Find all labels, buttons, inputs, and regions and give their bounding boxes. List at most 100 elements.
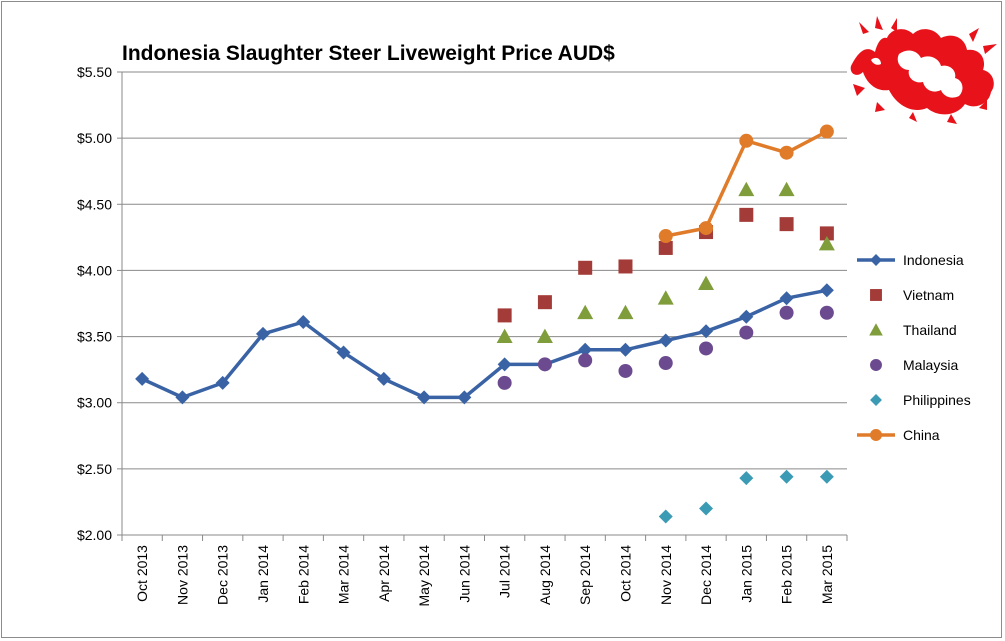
series-china [658,124,834,244]
legend-marker-indonesia [870,254,882,266]
legend-marker-philippines [870,394,882,406]
data-point-philippines [699,501,714,516]
data-point-vietnam [739,207,754,222]
x-tick-label: Sep 2014 [577,545,593,605]
data-point-vietnam [497,308,512,323]
y-tick-label: $5.00 [77,130,112,146]
data-point-thailand [818,235,835,251]
legend: Indonesia Vietnam Thailand Malaysia Philippi… [857,252,971,443]
plot-area [135,124,835,524]
data-point-philippines [739,471,754,486]
data-point-indonesia [296,315,311,330]
data-point-malaysia [537,357,552,372]
legend-marker-vietnam [870,289,882,301]
y-tick-label: $4.50 [77,196,112,212]
legend-label-vietnam: Vietnam [903,287,954,303]
data-point-indonesia [699,324,714,339]
data-point-indonesia [497,357,512,372]
x-tick-label: Nov 2013 [174,545,190,605]
data-point-thailand [617,304,634,320]
series-thailand [496,181,835,343]
x-tick-label: Dec 2013 [215,545,231,605]
x-tick-label: Apr 2014 [376,545,392,602]
x-axis-ticks: Oct 2013 Nov 2013 Dec 2013 Jan 2014 Feb 2014… [134,545,835,607]
data-point-malaysia [618,363,633,378]
data-point-malaysia [779,305,794,320]
series-philippines [658,469,834,524]
legend-label-china: China [903,427,940,443]
legend-item-thailand: Thailand [869,322,957,338]
data-point-thailand [738,181,755,197]
data-point-china [819,124,834,139]
gridlines [122,71,847,470]
data-point-indonesia [255,326,270,341]
data-point-vietnam [819,226,834,241]
data-point-philippines [819,469,834,484]
data-point-indonesia [376,371,391,386]
data-point-vietnam [578,260,593,275]
axes [117,71,848,541]
data-point-indonesia [739,309,754,324]
data-point-thailand [536,328,553,343]
data-point-malaysia [819,305,834,320]
y-tick-label: $3.50 [77,329,112,345]
data-point-china [699,221,714,236]
data-point-malaysia [699,341,714,356]
y-tick-label: $5.50 [77,64,112,80]
data-point-thailand [577,304,594,320]
data-point-china [779,145,794,160]
x-tick-label: Dec 2014 [698,545,714,605]
data-point-thailand [698,275,715,291]
y-tick-label: $3.00 [77,395,112,411]
legend-item-china: China [857,427,940,443]
x-tick-label: Mar 2015 [819,545,835,604]
legend-label-indonesia: Indonesia [903,252,964,268]
legend-marker-china [870,429,882,441]
data-point-malaysia [578,353,593,368]
series-line-indonesia [141,288,828,400]
x-tick-label: Mar 2014 [336,545,352,604]
legend-item-vietnam: Vietnam [870,287,954,303]
x-tick-label: Oct 2013 [134,545,150,602]
data-point-china [739,133,754,148]
x-tick-label: Feb 2014 [295,545,311,604]
y-tick-label: $2.00 [77,527,112,543]
data-point-vietnam [658,240,673,255]
x-tick-label: Oct 2014 [617,545,633,602]
data-point-indonesia [779,291,794,306]
data-point-indonesia [658,333,673,348]
legend-label-thailand: Thailand [903,322,957,338]
data-point-malaysia [739,325,754,340]
data-point-thailand [778,181,795,197]
x-tick-label: Jun 2014 [456,545,472,603]
data-point-indonesia [457,390,472,405]
series-malaysia [497,305,834,390]
data-point-philippines [779,469,794,484]
data-point-indonesia [417,390,432,405]
data-point-vietnam [618,259,633,274]
y-tick-label: $4.00 [77,262,112,278]
x-tick-label: Feb 2015 [779,545,795,604]
x-tick-label: Jan 2015 [738,545,754,603]
data-point-china [658,229,673,244]
legend-label-malaysia: Malaysia [903,357,958,373]
data-point-philippines [658,509,673,524]
x-tick-label: Aug 2014 [537,545,553,605]
x-tick-label: Nov 2014 [658,545,674,605]
data-point-indonesia [215,375,230,390]
series-indonesia [135,283,834,405]
data-point-vietnam [779,217,794,232]
data-point-indonesia [819,283,834,298]
y-tick-label: $2.50 [77,461,112,477]
x-tick-label: Jul 2014 [497,545,513,598]
data-point-malaysia [658,356,673,371]
data-point-indonesia [336,345,351,360]
y-axis-ticks: $2.00 $2.50 $3.00 $3.50 $4.00 $4.50 $5.00 $5.50 [77,64,112,543]
legend-label-philippines: Philippines [903,392,971,408]
data-point-indonesia [618,342,633,357]
legend-item-philippines: Philippines [870,392,971,408]
data-point-thailand [657,290,674,305]
legend-item-indonesia: Indonesia [857,252,964,268]
